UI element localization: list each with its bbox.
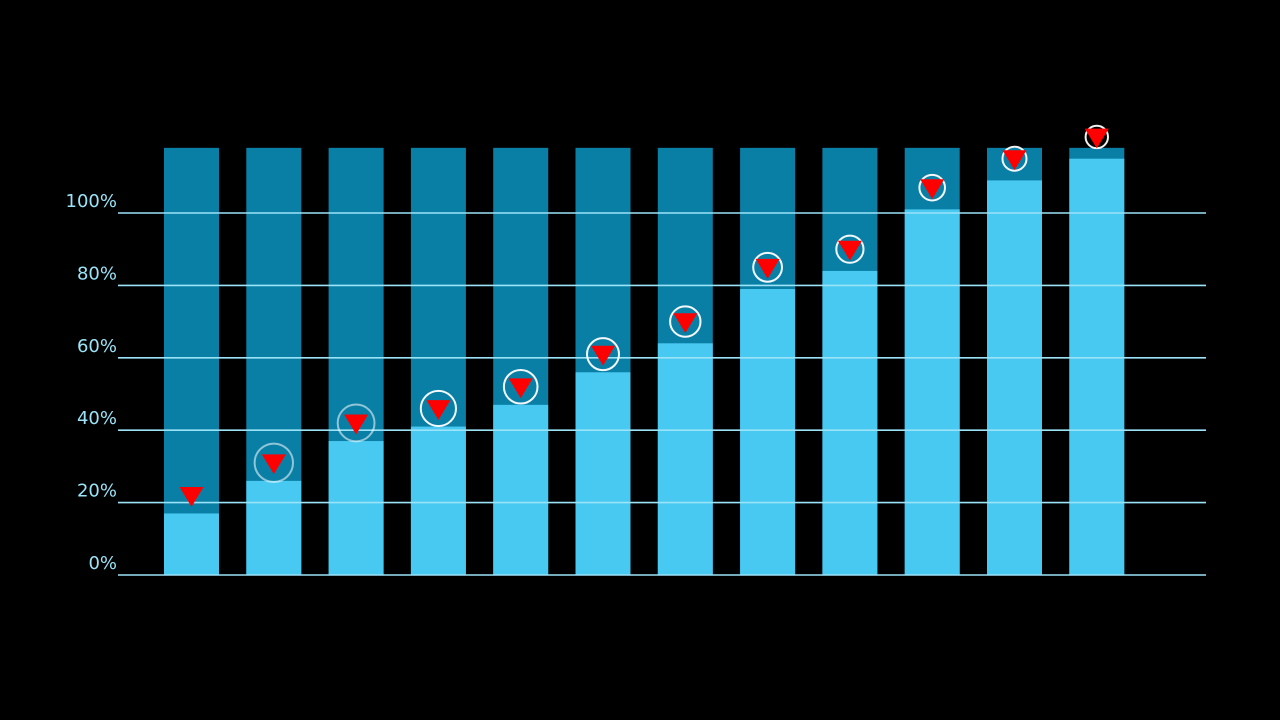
marker-ring: [502, 368, 539, 405]
y-tick-label: 20%: [77, 481, 117, 502]
marker-triangle: [261, 454, 286, 475]
marker-ring: [1001, 145, 1028, 172]
marker-triangle: [179, 486, 204, 507]
marker-triangle: [755, 258, 780, 279]
bar-track: [164, 147, 219, 575]
marker-triangle: [508, 378, 533, 399]
bar: [657, 343, 713, 575]
marker-ring: [419, 389, 457, 428]
marker-ring: [918, 173, 947, 202]
bar: [904, 209, 960, 575]
bar: [822, 270, 878, 575]
bar-values: [164, 158, 1125, 576]
marker-ring: [752, 251, 783, 283]
marker-triangle: [344, 414, 369, 435]
marker-triangle: [426, 400, 451, 420]
marker-triangle: [673, 313, 698, 333]
y-tick-label: 40%: [77, 408, 117, 429]
y-tick-label: 60%: [77, 336, 117, 357]
bar: [164, 513, 219, 575]
bar: [987, 180, 1042, 576]
marker-triangle: [920, 179, 945, 200]
bar-tracks: [164, 147, 1125, 575]
gridlines: [118, 212, 1206, 576]
bar: [575, 372, 631, 575]
marker-ring: [586, 337, 620, 372]
marker-triangle: [837, 240, 862, 261]
y-axis-tick-labels: 0% 20% 40% 60% 80% 100%: [66, 191, 117, 574]
bar-markers: [179, 124, 1110, 507]
y-tick-label: 0%: [88, 553, 117, 574]
y-tick-label: 100%: [66, 191, 117, 212]
y-tick-label: 80%: [77, 263, 117, 284]
marker-triangle: [591, 345, 615, 366]
marker-triangle: [1002, 150, 1027, 171]
marker-ring: [336, 403, 376, 443]
bar: [740, 289, 796, 575]
bar: [246, 480, 302, 575]
bar: [328, 441, 384, 575]
marker-ring: [835, 234, 865, 264]
marker-ring: [253, 442, 294, 483]
bar: [493, 404, 549, 575]
marker-ring: [669, 305, 702, 338]
marker-triangle: [1084, 128, 1109, 149]
bar: [1069, 158, 1125, 575]
bar: [410, 426, 466, 575]
